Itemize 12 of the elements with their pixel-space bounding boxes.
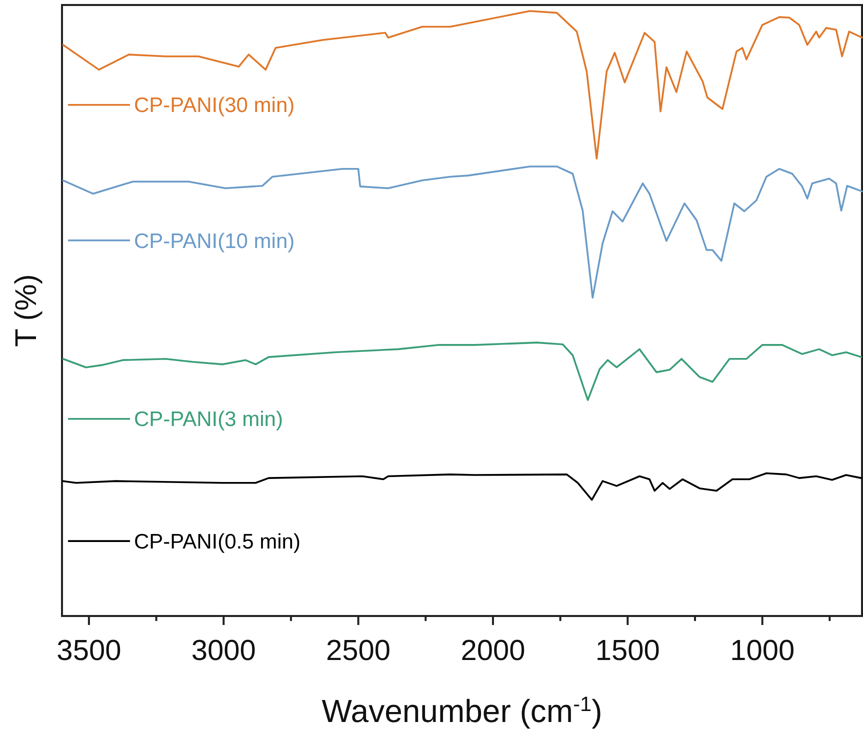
- x-tick-label: 1500: [595, 634, 660, 667]
- x-tick-label: 3000: [191, 634, 256, 667]
- legend-label: CP-PANI(0.5 min): [134, 530, 300, 554]
- legend-label: CP-PANI(30 min): [134, 94, 295, 118]
- y-axis-title: T (%): [10, 274, 43, 347]
- x-tick-label: 3500: [56, 634, 122, 667]
- legend-label: CP-PANI(10 min): [134, 230, 295, 253]
- x-tick-label: 2500: [326, 634, 391, 667]
- x-axis-title: Wavenumber (cm$^{-1}$): [322, 692, 602, 729]
- x-tick-label: 1000: [730, 634, 795, 667]
- legend-label: CP-PANI(3 min): [134, 408, 283, 432]
- x-tick-label: 2000: [460, 634, 526, 667]
